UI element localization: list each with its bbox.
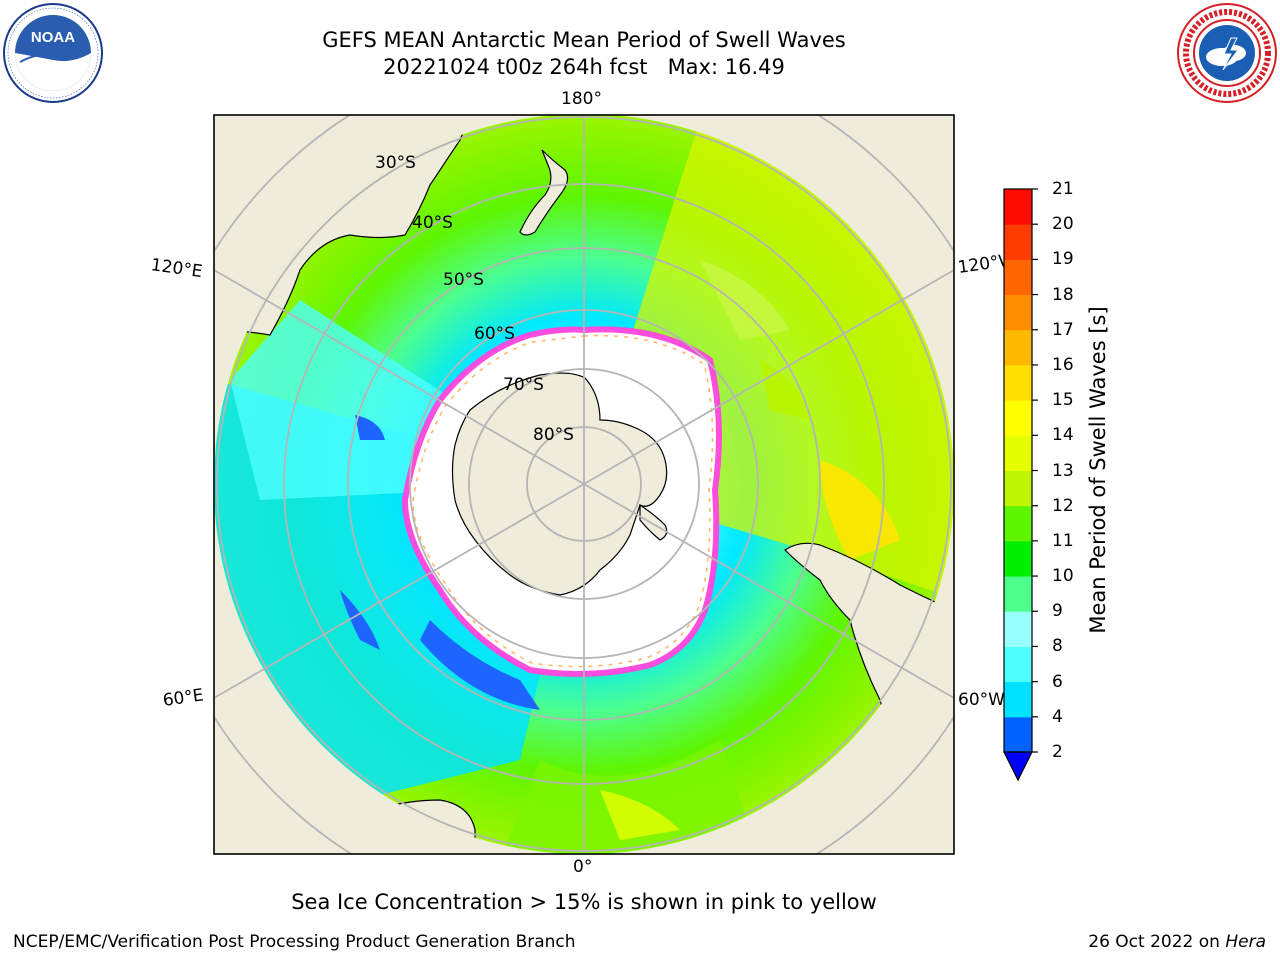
- lat-label-30s: 30°S: [375, 153, 416, 173]
- lat-label-40s: 40°S: [412, 213, 453, 233]
- map-frame: [213, 114, 955, 855]
- chart-title: GEFS MEAN Antarctic Mean Period of Swell…: [322, 28, 846, 52]
- colorbar-tick-label: 9: [1052, 601, 1063, 622]
- land-antarctica: [451, 372, 668, 596]
- sea-ice-edge: [401, 326, 722, 677]
- chart-subtitle: 20221024 t00z 264h fcst Max: 16.49: [383, 55, 785, 79]
- colorbar-block: [1004, 259, 1032, 296]
- colorbar-block: [1004, 540, 1032, 577]
- colorbar-block: [1004, 576, 1032, 612]
- low-period-patch: [420, 620, 540, 710]
- colorbar-block: [1004, 611, 1032, 647]
- colorbar-tick-label: 17: [1052, 319, 1074, 340]
- colorbar-tick-label: 8: [1052, 636, 1063, 657]
- colorbar-tick-label: 18: [1052, 284, 1074, 305]
- colorbar-tick-label: 10: [1052, 566, 1074, 587]
- meridian-120w: [583, 269, 954, 485]
- lat-label-70s: 70°S: [503, 375, 544, 395]
- colorbar-block: [1004, 364, 1032, 401]
- colorbar-extend-arrow: [1003, 751, 1033, 782]
- footer-host: Hera: [1225, 932, 1266, 952]
- colorbar-tick-label: 12: [1052, 495, 1074, 516]
- sea-ice-note: Sea Ice Concentration > 15% is shown in …: [291, 890, 877, 914]
- lon-label-180: 180°: [561, 89, 602, 109]
- colorbar-block: [1004, 224, 1032, 260]
- meridian-60w: [583, 483, 954, 699]
- land-new-zealand: [519, 149, 569, 236]
- lon-label-60w: 60°W: [958, 690, 1005, 710]
- colorbar-label: Mean Period of Swell Waves [s]: [1086, 306, 1110, 634]
- lat-label-80s: 80°S: [533, 425, 574, 445]
- colorbar-tick-label: 2: [1052, 742, 1063, 762]
- land-antarctic-peninsula: [639, 503, 668, 541]
- colorbar-block: [1004, 716, 1032, 753]
- colorbar-block: [1004, 435, 1032, 471]
- colorbar-block: [1004, 189, 1032, 225]
- nws-logo: [1177, 3, 1277, 103]
- colorbar-tick-label: 21: [1052, 179, 1074, 199]
- graticule: [214, 115, 954, 854]
- colorbar-tick-label: 13: [1052, 460, 1074, 481]
- noaa-logo-text: NOAA: [31, 29, 75, 46]
- colorbar-block: [1004, 470, 1032, 507]
- colorbar-tick-label: 11: [1052, 530, 1074, 551]
- lon-label-0: 0°: [573, 857, 593, 877]
- footer-credit: NCEP/EMC/Verification Post Processing Pr…: [13, 932, 576, 952]
- footer-date-text: 26 Oct 2022 on: [1088, 932, 1220, 952]
- colorbar-tick-label: 20: [1052, 214, 1074, 235]
- colorbar-block: [1004, 400, 1032, 436]
- meridian-120e: [214, 269, 585, 485]
- colorbar-block: [1004, 681, 1032, 718]
- noaa-logo: NOAA: [3, 3, 103, 103]
- lat-label-60s: 60°S: [474, 324, 515, 344]
- colorbar-block: [1004, 294, 1032, 331]
- colorbar-block: [1004, 646, 1032, 683]
- colorbar-block: [1004, 505, 1032, 542]
- lat-label-50s: 50°S: [443, 270, 484, 290]
- colorbar-tick-label: 6: [1052, 671, 1063, 692]
- footer-date: 26 Oct 2022 on Hera: [1088, 932, 1266, 952]
- colorbar-tick-label: 4: [1052, 706, 1063, 727]
- colorbar-tick-label: 14: [1052, 425, 1074, 446]
- colorbar-block: [1004, 329, 1032, 366]
- meridian-60e: [214, 483, 585, 699]
- colorbar-tick-label: 19: [1052, 249, 1074, 270]
- colorbar-tick-label: 16: [1052, 354, 1074, 375]
- colorbar-tick-label: 15: [1052, 390, 1074, 411]
